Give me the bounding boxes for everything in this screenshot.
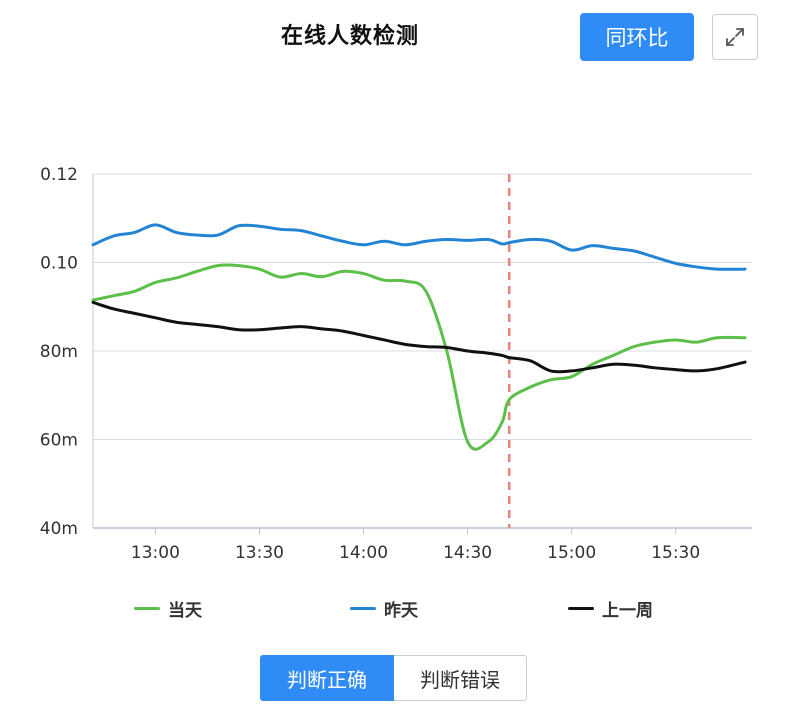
legend-label-yesterday: 昨天	[384, 601, 418, 621]
y-tick-label: 80m	[40, 342, 78, 362]
x-tick-label: 13:30	[235, 543, 284, 563]
y-axis-labels: 0.12 0.10 80m 60m 40m	[40, 165, 78, 539]
fullscreen-button[interactable]	[712, 14, 758, 60]
legend-item-today[interactable]: 当天	[134, 596, 202, 621]
legend: 当天 昨天 上一周	[0, 596, 787, 621]
legend-swatch-last-week	[568, 607, 594, 610]
x-tick-label: 14:00	[339, 543, 388, 563]
y-tick-label: 40m	[40, 519, 78, 539]
expand-icon	[726, 28, 744, 46]
y-tick-label: 0.10	[40, 254, 78, 274]
grid-lines	[93, 173, 752, 529]
series-line-yesterday	[91, 223, 747, 271]
legend-label-today: 当天	[168, 601, 202, 621]
legend-swatch-yesterday	[350, 607, 376, 610]
judgement-wrong-button[interactable]: 判断错误	[394, 655, 527, 701]
y-tick-label: 0.12	[40, 165, 78, 185]
compare-button[interactable]: 同环比	[580, 13, 694, 61]
legend-label-last-week: 上一周	[602, 601, 653, 621]
x-tick-label: 13:00	[131, 543, 180, 563]
series-line-last-week	[91, 300, 747, 374]
line-chart: 0.12 0.10 80m 60m 40m 13:00 13:30 14:00 14:30 15…	[40, 165, 752, 563]
series-line-today	[91, 263, 747, 451]
page-title: 在线人数检测	[280, 24, 419, 49]
axes	[92, 174, 752, 534]
x-tick-label: 15:30	[651, 543, 700, 563]
series-lines	[91, 223, 747, 451]
judgement-toggle: 判断正确 判断错误	[260, 655, 527, 701]
y-tick-label: 60m	[40, 431, 78, 451]
x-axis-labels: 13:00 13:30 14:00 14:30 15:00 15:30	[131, 543, 700, 563]
x-tick-label: 15:00	[547, 543, 596, 563]
judgement-correct-button[interactable]: 判断正确	[260, 655, 394, 701]
legend-item-yesterday[interactable]: 昨天	[350, 596, 418, 621]
legend-swatch-today	[134, 607, 160, 610]
x-tick-label: 14:30	[443, 543, 492, 563]
legend-item-last-week[interactable]: 上一周	[568, 596, 653, 621]
